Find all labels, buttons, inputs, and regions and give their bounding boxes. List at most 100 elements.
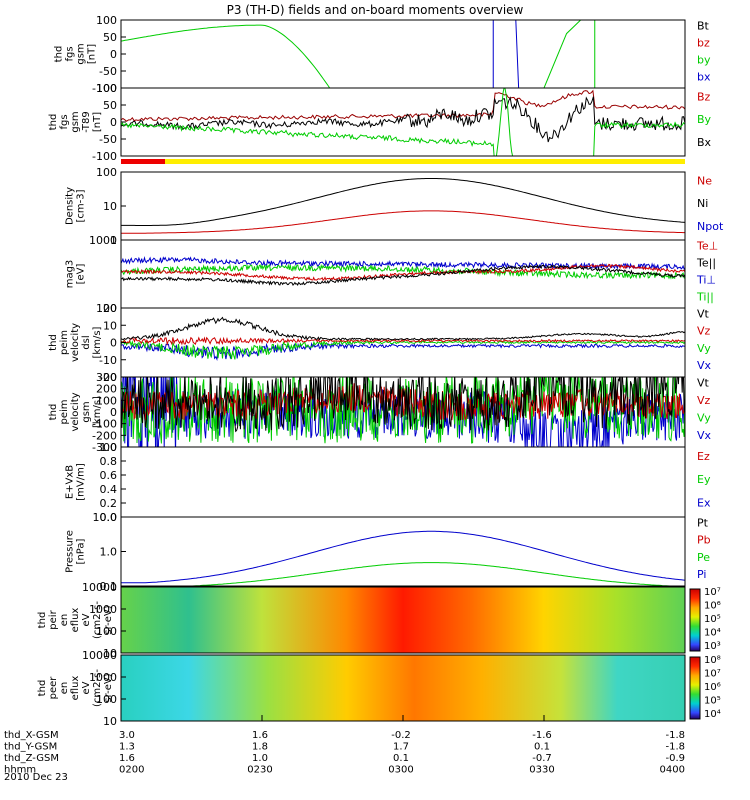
legend-vgsm: Vt xyxy=(697,377,710,390)
axis-row-value: 0200 xyxy=(119,765,144,776)
ylabel-ele-spec: thd xyxy=(37,680,48,697)
ylabel-vgsm: thd xyxy=(48,404,59,421)
ytick-label-temp: 1000 xyxy=(89,234,117,247)
ylabel-fgh: fgs xyxy=(59,114,70,129)
series-res-by xyxy=(121,88,685,156)
ylabel-ion-spec: en xyxy=(59,614,70,627)
ylabel-vgsm: gsm xyxy=(81,401,92,422)
ytick-label-ele-spec: 10000 xyxy=(82,649,117,662)
ylabel-efield: E+VxB xyxy=(65,465,76,499)
axis-row-value: -1.8 xyxy=(665,730,685,741)
legend-efield: Ey xyxy=(697,473,711,486)
ytick-label-efield: 1.0 xyxy=(100,441,118,454)
ylabel-ele-spec: peer xyxy=(48,676,59,700)
series-vdsl-vy xyxy=(121,339,685,360)
series-ne xyxy=(121,210,685,234)
legend-vdsl: Vt xyxy=(697,307,710,320)
plot-title: P3 (TH-D) fields and on-board moments ov… xyxy=(227,3,524,17)
legend-temp: Te⊥ xyxy=(696,239,718,252)
ylabel-fgs: gsm xyxy=(76,43,87,64)
ytick-label-vgsm: 0 xyxy=(110,406,117,419)
colorbar-label-ele-spec: 10⁸ xyxy=(704,655,721,666)
series-vgsm-vt xyxy=(121,377,685,433)
ylabel-temp: mag3 xyxy=(65,260,76,289)
axis-row-value: 1.6 xyxy=(252,730,268,741)
panel-frame-efield xyxy=(120,446,686,518)
axis-row-value: -1.6 xyxy=(532,730,552,741)
panel-frame-fgh xyxy=(120,87,686,157)
ytick-label-efield: 0.8 xyxy=(100,455,118,468)
ytick-label-pressure: 0.1 xyxy=(100,580,118,593)
series-ti-perp xyxy=(121,256,685,271)
legend-fgs: by xyxy=(697,53,711,66)
series-vgsm-vy xyxy=(121,377,685,444)
axis-row-label: hhmm xyxy=(4,765,36,776)
ytick-label-ele-spec: 10 xyxy=(103,715,117,728)
ylabel-ele-spec: eV xyxy=(81,681,92,694)
legend-efield: Ez xyxy=(697,450,710,463)
axis-row-value: 0230 xyxy=(247,765,272,776)
ylabel-pressure: [nPa] xyxy=(76,538,87,564)
series-res-bz xyxy=(121,89,685,122)
axis-row-label: thd_X-GSM xyxy=(4,730,59,741)
ylabel-vdsl: thd xyxy=(48,334,59,351)
legend-vgsm: Vx xyxy=(697,429,712,442)
ytick-label-pressure: 10.0 xyxy=(93,511,118,524)
series-vdsl-vt xyxy=(121,316,685,341)
ytick-label-density: 1 xyxy=(110,234,117,247)
ytick-label-density: 10 xyxy=(103,200,117,213)
ytick-label-fgs: 100 xyxy=(96,14,117,27)
colorbar-label-ion-spec: 10⁷ xyxy=(704,587,721,598)
colorbar-label-ion-spec: 10⁶ xyxy=(704,601,721,612)
colorbar-ion-spec xyxy=(689,588,701,652)
axis-row-value: -0.2 xyxy=(391,730,411,741)
ylabel-ion-spec: sr-eV) xyxy=(103,605,114,634)
ytick-label-vgsm: -200 xyxy=(92,429,117,442)
ylabel-vdsl: peim xyxy=(59,330,70,355)
ytick-label-fgs: 50 xyxy=(103,31,117,44)
ytick-label-fgs: 0 xyxy=(110,48,117,61)
ytick-label-vgsm: -100 xyxy=(92,418,117,431)
ytick-label-ion-spec: 1000 xyxy=(89,603,117,616)
ytick-label-density: 100 xyxy=(96,166,117,179)
series-fgs-bx xyxy=(492,20,595,88)
ylabel-ele-spec: sr-eV) xyxy=(103,673,114,702)
legend-vdsl: Vz xyxy=(697,325,711,338)
legend-vdsl: Vx xyxy=(697,359,712,372)
ytick-label-efield: 0.6 xyxy=(100,469,118,482)
ytick-label-vgsm: 200 xyxy=(96,383,117,396)
electron-spectrogram xyxy=(121,655,685,721)
series-vdsl-vz xyxy=(121,336,685,347)
axis-row-value: 0400 xyxy=(660,765,685,776)
ytick-label-vdsl: 20 xyxy=(103,302,117,315)
ylabel-temp: [eV] xyxy=(76,264,87,285)
axis-row-value: -0.9 xyxy=(665,753,685,764)
series-res-bx xyxy=(121,96,685,143)
ytick-label-fgh: -50 xyxy=(99,133,117,146)
colorbar-label-ele-spec: 10⁵ xyxy=(704,696,721,707)
ylabel-efield: [mV/m] xyxy=(76,463,87,501)
ytick-label-fgh: 100 xyxy=(96,82,117,95)
legend-vgsm: Vy xyxy=(697,412,711,425)
ion-spectrogram xyxy=(121,587,685,653)
colorbar-label-ion-spec: 10³ xyxy=(704,641,721,652)
series-vdsl-vx xyxy=(121,342,685,362)
ytick-label-ele-spec: 1000 xyxy=(89,671,117,684)
series-te-perp xyxy=(121,263,685,281)
axis-row-value: 1.3 xyxy=(119,742,135,753)
ytick-label-vgsm: 100 xyxy=(96,394,117,407)
axis-row-value: 0.1 xyxy=(534,742,550,753)
ylabel-fgs: fgs xyxy=(65,46,76,61)
legend-vgsm: Vz xyxy=(697,394,711,407)
ylabel-vdsl: dsl xyxy=(81,335,92,349)
panel-frame-ion-spec xyxy=(120,586,686,654)
legend-density: Ne xyxy=(697,174,712,187)
ytick-label-ion-spec: 10000 xyxy=(82,581,117,594)
axis-row-value: 1.8 xyxy=(252,742,268,753)
ytick-label-vdsl: -20 xyxy=(99,371,117,384)
legend-fgs: Bt xyxy=(697,19,710,32)
ytick-label-fgs: -100 xyxy=(92,82,117,95)
legend-density: Npot xyxy=(697,220,724,233)
axis-row-value: -0.7 xyxy=(532,753,552,764)
